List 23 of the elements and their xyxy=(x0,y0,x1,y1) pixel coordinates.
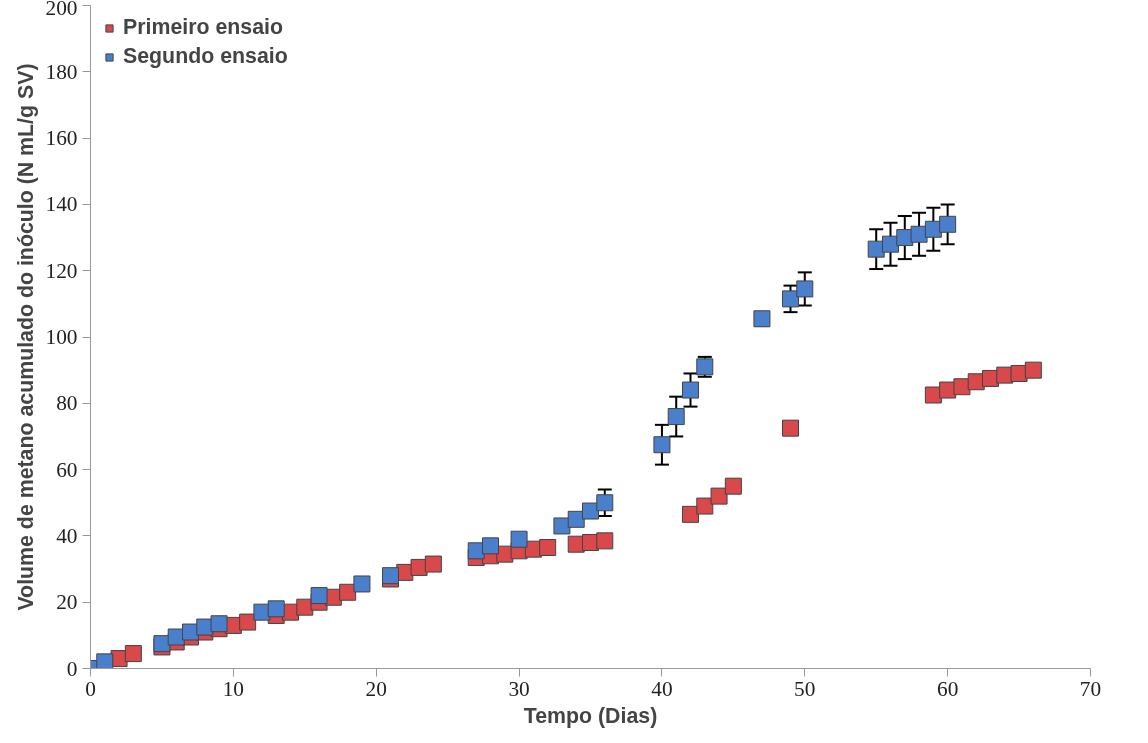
x-tick-label: 70 xyxy=(1079,676,1102,701)
y-tick-label: 80 xyxy=(56,391,78,416)
x-tick-label: 60 xyxy=(936,676,959,701)
x-tick-label: 0 xyxy=(85,676,96,701)
x-tick-label: 20 xyxy=(365,676,387,701)
legend-label: Segundo ensaio xyxy=(123,44,288,69)
y-axis-title: Volume de metano acumulado do inóculo (N mL/g SV) xyxy=(13,63,38,611)
x-tick-label: 40 xyxy=(651,676,673,701)
x-tick-label: 50 xyxy=(794,676,816,701)
y-tick-label: 180 xyxy=(45,59,78,84)
y-tick-label: 60 xyxy=(56,457,78,482)
x-tick-label: 10 xyxy=(222,676,245,701)
y-tick-label: 100 xyxy=(45,325,78,349)
x-axis-title: Tempo (Dias) xyxy=(523,703,658,728)
y-tick-label: 140 xyxy=(45,192,78,217)
x-tick-label: 30 xyxy=(508,676,530,701)
y-tick-label: 0 xyxy=(66,656,78,681)
y-tick-label: 160 xyxy=(45,126,78,151)
y-tick-label: 40 xyxy=(56,523,78,548)
y-tick-label: 20 xyxy=(56,590,78,615)
y-tick-label: 120 xyxy=(45,258,78,283)
y-tick-label: 200 xyxy=(45,0,78,20)
legend-label: Primeiro ensaio xyxy=(123,15,284,40)
